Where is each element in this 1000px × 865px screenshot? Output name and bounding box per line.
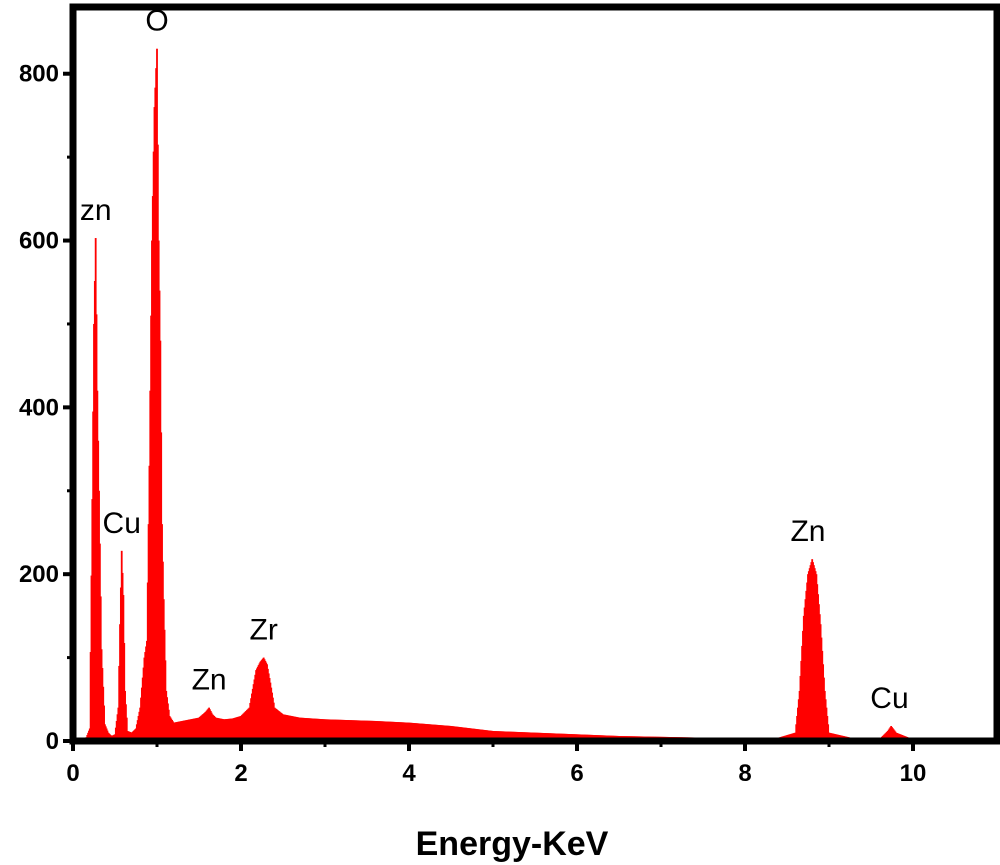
peak-label: Cu xyxy=(103,507,141,540)
peak-label: Cu xyxy=(870,682,908,715)
spectrum-bar xyxy=(103,705,105,741)
y-tick-label: 800 xyxy=(19,61,59,88)
x-axis-title: Energy-KeV xyxy=(416,825,609,863)
peak-label: Zn xyxy=(192,664,227,697)
peak-label: O xyxy=(145,5,168,38)
spectrum-bar xyxy=(827,724,830,741)
peak-label: zn xyxy=(80,194,112,227)
y-tick-label: 0 xyxy=(46,728,59,755)
spectrum-bar xyxy=(125,717,128,741)
x-tick-label: 6 xyxy=(570,760,583,787)
peak-label: Zr xyxy=(250,614,278,647)
peak-label: Zn xyxy=(790,515,825,548)
x-tick-label: 10 xyxy=(900,760,927,787)
plot-frame xyxy=(69,3,1000,745)
x-tick-label: 0 xyxy=(66,760,79,787)
y-tick-label: 400 xyxy=(19,394,59,421)
x-tick-label: 2 xyxy=(234,760,247,787)
x-axis-ticks: 0 2 4 6 8 10 xyxy=(66,741,926,787)
plot-area xyxy=(84,48,998,742)
y-tick-label: 200 xyxy=(19,561,59,588)
y-axis-ticks: 0 200 400 600 800 xyxy=(19,61,73,755)
x-tick-label: 4 xyxy=(402,760,416,787)
y-tick-label: 600 xyxy=(19,228,59,255)
x-tick-label: 8 xyxy=(738,760,751,787)
peak-labels: zn Cu O Zn Zr Zn Cu xyxy=(80,5,909,715)
